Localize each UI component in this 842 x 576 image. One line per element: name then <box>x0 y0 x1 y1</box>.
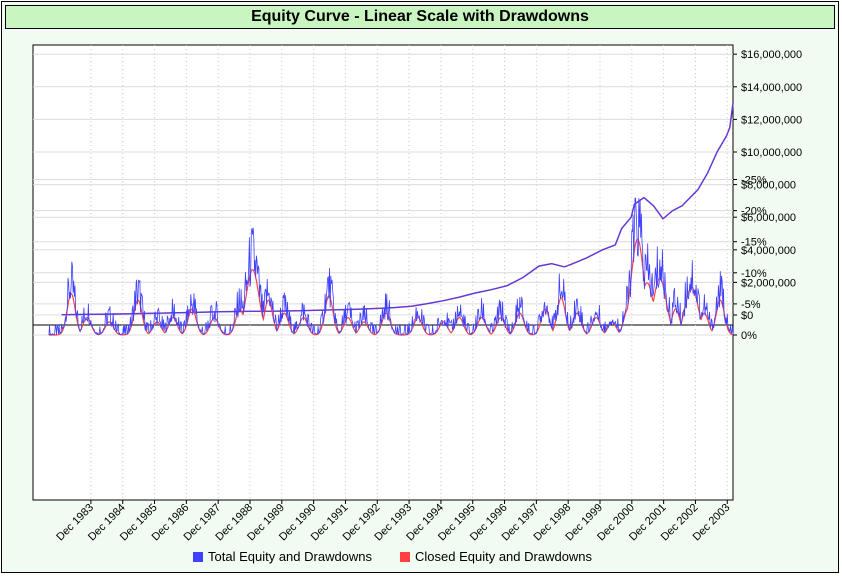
legend-item-closed: Closed Equity and Drawdowns <box>400 549 592 564</box>
legend-swatch-total <box>193 551 203 562</box>
drawdown-y-tick-label: -10% <box>741 268 767 280</box>
equity-y-tick-label: $0 <box>741 310 753 322</box>
chart-title: Equity Curve - Linear Scale with Drawdow… <box>5 5 835 29</box>
drawdown-y-tick-label: -5% <box>741 299 761 311</box>
drawdown-y-tick-label: -20% <box>741 206 767 218</box>
equity-y-tick-label: $12,000,000 <box>741 114 802 126</box>
legend-item-total: Total Equity and Drawdowns <box>193 549 372 564</box>
drawdown-y-tick-label: 0% <box>741 330 757 342</box>
total-drawdown-line <box>48 197 734 337</box>
equity-y-tick-label: $10,000,000 <box>741 147 802 159</box>
drawdown-y-tick-label: -25% <box>741 175 767 187</box>
drawdown-y-tick-label: -15% <box>741 237 767 249</box>
legend-swatch-closed <box>400 551 410 562</box>
equity-y-tick-label: $14,000,000 <box>741 82 802 94</box>
equity-y-tick-label: $6,000,000 <box>741 212 796 224</box>
legend-label-closed: Closed Equity and Drawdowns <box>415 549 593 564</box>
equity-y-tick-label: $8,000,000 <box>741 180 796 192</box>
equity-y-tick-label: $2,000,000 <box>741 277 796 289</box>
legend-label-total: Total Equity and Drawdowns <box>208 549 373 564</box>
equity-y-tick-label: $4,000,000 <box>741 245 796 257</box>
equity-y-tick-label: $16,000,000 <box>741 49 802 61</box>
